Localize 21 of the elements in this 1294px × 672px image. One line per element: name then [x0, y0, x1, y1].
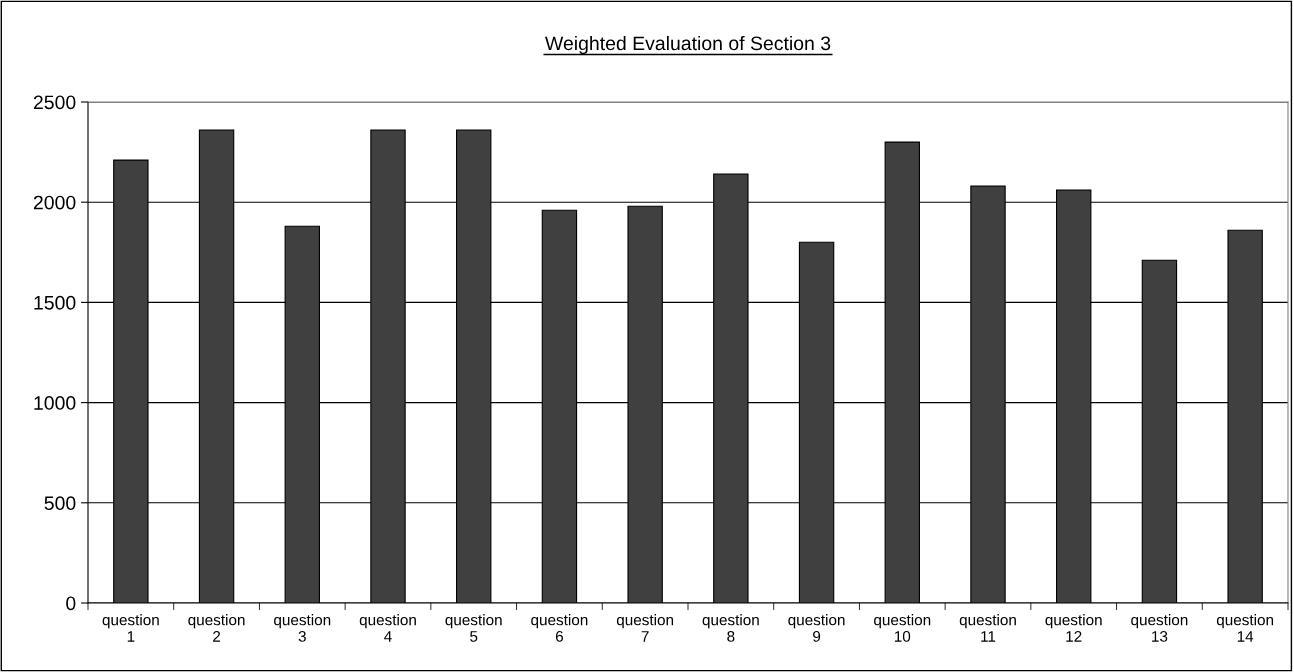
x-tick-label: question 9 — [788, 614, 845, 642]
y-tick-label: 0 — [66, 596, 76, 611]
x-tick-label: question 10 — [874, 614, 931, 642]
x-tick-label: question 13 — [1131, 614, 1188, 642]
x-tick-label: question 8 — [702, 614, 759, 642]
x-tick-label: question 4 — [359, 614, 416, 642]
chart-title: Weighted Evaluation of Section 3 — [545, 35, 831, 55]
x-tick-label: question 7 — [616, 614, 674, 642]
y-tick-label: 2500 — [33, 95, 76, 110]
x-tick-label: question 11 — [959, 614, 1016, 642]
x-tick-label: question 14 — [1216, 614, 1274, 642]
x-tick-label: question 5 — [445, 614, 502, 642]
y-tick-label: 1000 — [34, 396, 76, 410]
y-tick-label: 500 — [44, 496, 76, 511]
x-tick-label: question 3 — [274, 614, 331, 642]
x-tick-label: question 2 — [188, 614, 245, 642]
y-tick-label: 2000 — [33, 195, 76, 210]
x-tick-label: question 1 — [102, 614, 159, 642]
y-tick-label: 1500 — [34, 295, 76, 310]
x-tick-label: question 6 — [531, 614, 588, 642]
x-tick-label: question 12 — [1045, 614, 1102, 642]
